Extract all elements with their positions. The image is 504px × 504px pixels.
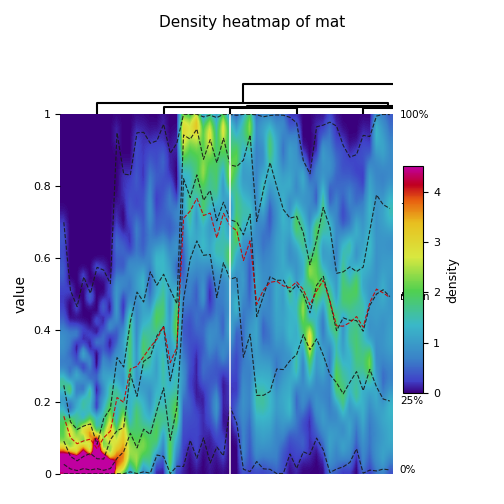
Text: 25%: 25% <box>400 396 423 406</box>
Y-axis label: density: density <box>446 257 459 303</box>
Text: mean: mean <box>400 292 429 302</box>
Text: Density heatmap of mat: Density heatmap of mat <box>159 15 345 30</box>
Text: 50%: 50% <box>400 292 423 301</box>
Text: 75%: 75% <box>400 204 423 214</box>
Text: 100%: 100% <box>400 110 429 119</box>
Text: 0%: 0% <box>400 465 416 475</box>
Y-axis label: value: value <box>14 275 27 313</box>
